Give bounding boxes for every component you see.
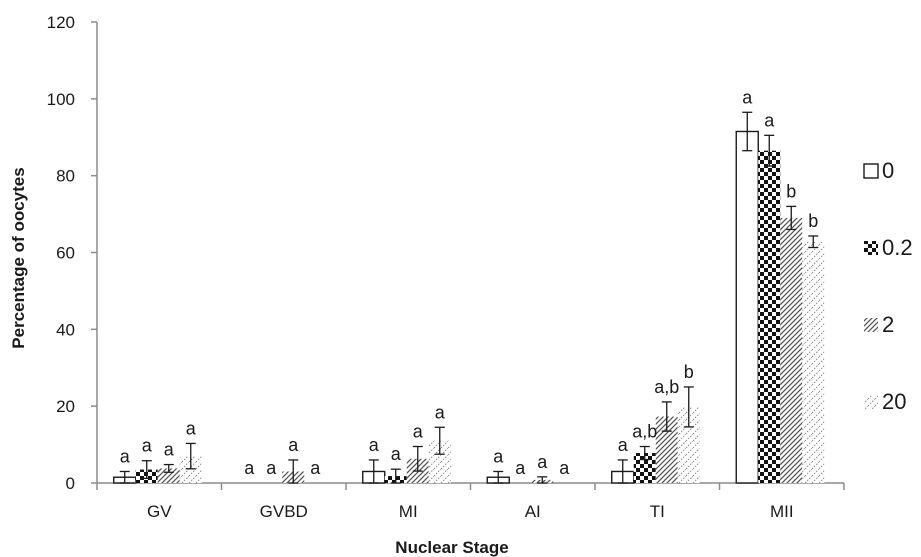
significance-letter: b	[684, 362, 694, 382]
legend-label: 2	[882, 312, 894, 337]
significance-letter: a	[493, 446, 504, 466]
legend-swatch	[863, 163, 879, 179]
bar	[780, 217, 803, 484]
significance-letter: a	[742, 87, 753, 107]
y-tick-label: 80	[56, 167, 75, 186]
significance-letter: b	[808, 211, 818, 231]
legend-swatch	[864, 395, 878, 409]
y-tick-label: 100	[47, 90, 75, 109]
significance-letter: a	[120, 446, 131, 466]
bar	[428, 440, 451, 483]
y-tick-label: 60	[56, 244, 75, 263]
x-category-label: GV	[147, 502, 172, 521]
significance-letter: a	[515, 458, 526, 478]
x-axis-title: Nuclear Stage	[395, 538, 508, 557]
y-tick-label: 20	[56, 397, 75, 416]
bar	[758, 150, 781, 483]
significance-letter: a	[559, 458, 570, 478]
bar	[677, 406, 700, 483]
y-axis-title: Percentage of oocytes	[9, 167, 28, 348]
significance-letter: a	[618, 435, 629, 455]
x-category-label: TI	[650, 502, 665, 521]
significance-letter: a	[413, 422, 424, 442]
significance-letter: a	[391, 444, 402, 464]
significance-letter: a	[764, 110, 775, 130]
significance-letter: a	[186, 418, 197, 438]
legend-label: 0	[882, 158, 894, 183]
significance-letter: b	[786, 181, 796, 201]
significance-letter: a	[142, 436, 153, 456]
significance-letter: a,b	[632, 422, 657, 442]
legend-label: 20	[882, 389, 906, 414]
y-tick-label: 40	[56, 320, 75, 339]
significance-letter: a	[369, 435, 380, 455]
significance-letter: a	[435, 402, 446, 422]
significance-letter: a	[244, 458, 255, 478]
significance-letter: a	[537, 452, 548, 472]
bar	[179, 456, 202, 483]
bar	[157, 468, 180, 483]
significance-letter: a	[164, 440, 175, 460]
x-category-label: GVBD	[260, 502, 308, 521]
bar	[633, 453, 656, 483]
x-category-label: MII	[770, 502, 794, 521]
legend-swatch	[864, 318, 878, 332]
significance-letter: a	[310, 458, 321, 478]
significance-letter: a	[266, 458, 277, 478]
bars	[113, 111, 825, 484]
y-tick-label: 120	[47, 13, 75, 32]
bar	[802, 241, 825, 483]
x-axis: GV GVBD MI AI TI MII	[96, 482, 845, 521]
x-category-label: AI	[525, 502, 541, 521]
legend-swatch	[864, 241, 878, 255]
legend-label: 0.2	[882, 235, 913, 260]
x-category-label: MI	[399, 502, 418, 521]
y-axis: 0 20 40 60 80 100 120	[47, 13, 98, 493]
significance-letter: a	[288, 435, 299, 455]
bar	[735, 130, 759, 484]
significance-letter: a,b	[654, 377, 679, 397]
bar	[655, 416, 678, 483]
legend: 0 0.2 2 20	[863, 158, 913, 414]
y-tick-label: 0	[66, 474, 75, 493]
